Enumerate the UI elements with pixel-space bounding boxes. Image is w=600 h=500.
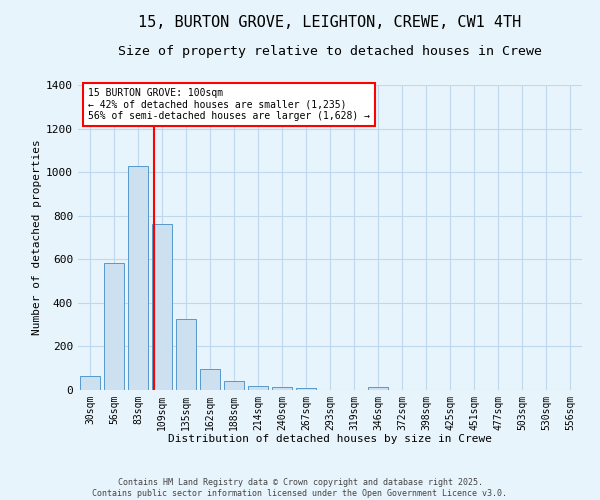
- Bar: [224, 382, 244, 390]
- Bar: [200, 370, 220, 390]
- Bar: [152, 224, 172, 390]
- Text: Size of property relative to detached houses in Crewe: Size of property relative to detached ho…: [118, 45, 542, 58]
- Bar: [272, 386, 292, 390]
- Bar: [128, 166, 148, 390]
- Text: 15, BURTON GROVE, LEIGHTON, CREWE, CW1 4TH: 15, BURTON GROVE, LEIGHTON, CREWE, CW1 4…: [139, 15, 521, 30]
- X-axis label: Distribution of detached houses by size in Crewe: Distribution of detached houses by size …: [168, 434, 492, 444]
- Bar: [176, 319, 196, 390]
- Bar: [104, 262, 124, 390]
- Bar: [368, 386, 388, 390]
- Bar: [80, 376, 100, 390]
- Text: Contains HM Land Registry data © Crown copyright and database right 2025.
Contai: Contains HM Land Registry data © Crown c…: [92, 478, 508, 498]
- Bar: [296, 388, 316, 390]
- Bar: [248, 386, 268, 390]
- Text: 15 BURTON GROVE: 100sqm
← 42% of detached houses are smaller (1,235)
56% of semi: 15 BURTON GROVE: 100sqm ← 42% of detache…: [88, 88, 370, 121]
- Y-axis label: Number of detached properties: Number of detached properties: [32, 140, 42, 336]
